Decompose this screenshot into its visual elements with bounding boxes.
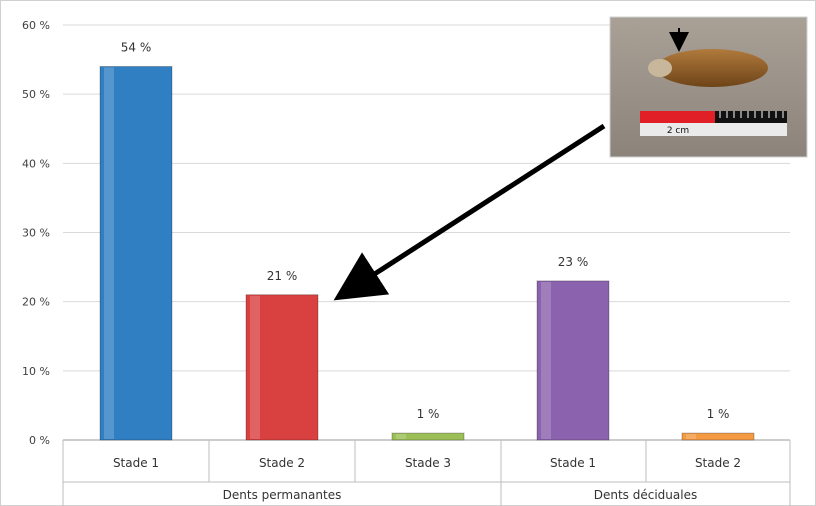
bar (99, 66, 173, 441)
category-label: Stade 2 (259, 456, 305, 470)
bar-highlight (250, 295, 260, 439)
category-label: Stade 3 (405, 456, 451, 470)
tooth-root-tip (648, 59, 672, 77)
gridlines (63, 24, 790, 441)
bar-value-label: 23 % (558, 255, 589, 269)
y-tick-label: 40 % (22, 157, 50, 170)
bar-value-label: 1 % (707, 407, 730, 421)
bar (681, 432, 755, 441)
bar-value-label: 21 % (267, 269, 298, 283)
y-axis-tick-labels: 0 % 10 % 20 % 30 % 40 % 50 % 60 % (22, 19, 50, 447)
bar-value-label: 1 % (417, 407, 440, 421)
group-label: Dents permanantes (223, 488, 342, 502)
scale-bar-ticks (719, 111, 784, 118)
category-label: Stade 2 (695, 456, 741, 470)
y-tick-label: 20 % (22, 296, 50, 309)
scale-bar: 2 cm (640, 111, 787, 136)
bar-highlight (396, 434, 406, 439)
y-tick-label: 10 % (22, 365, 50, 378)
y-tick-label: 50 % (22, 88, 50, 101)
category-label: Stade 1 (113, 456, 159, 470)
bar-value-label: 54 % (121, 41, 152, 55)
bar (536, 280, 610, 441)
y-tick-label: 30 % (22, 227, 50, 240)
inset-photo: 2 cm (609, 16, 808, 158)
bar-highlight (104, 67, 114, 439)
scale-bar-label: 2 cm (667, 126, 689, 136)
scale-bar-red-segment (640, 111, 715, 123)
annotation-arrow (333, 123, 606, 301)
value-labels: 54 % 21 % 1 % 23 % 1 % (121, 41, 730, 422)
y-tick-label: 0 % (29, 434, 50, 447)
bar-highlight (686, 434, 696, 439)
group-labels: Dents permanantes Dents déciduales (223, 488, 698, 502)
x-axis-table (62, 440, 791, 506)
group-label: Dents déciduales (594, 488, 697, 502)
category-labels: Stade 1 Stade 2 Stade 3 Stade 1 Stade 2 (113, 456, 741, 470)
scale-bar-label-panel (640, 123, 787, 136)
bar (391, 432, 465, 441)
y-tick-label: 60 % (22, 19, 50, 32)
bars (99, 66, 755, 441)
tooth-image (656, 49, 768, 87)
bar-highlight (541, 281, 551, 439)
bar (245, 294, 319, 441)
category-label: Stade 1 (550, 456, 596, 470)
